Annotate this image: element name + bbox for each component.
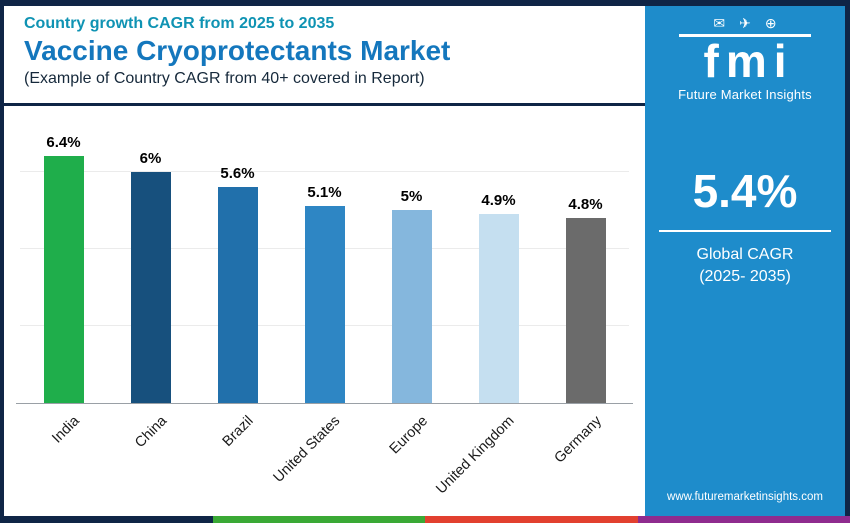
bar-value-label: 6%	[139, 149, 162, 167]
global-cagr-label-2: (2025- 2035)	[699, 267, 791, 285]
bar	[217, 187, 258, 403]
bar-column: 6% China	[107, 109, 194, 451]
page-title: Vaccine Cryoprotectants Market	[24, 35, 451, 66]
website-link[interactable]: www.futuremarketinsights.com	[667, 491, 823, 503]
global-cagr-label-1: Global CAGR	[696, 246, 794, 264]
stripe-segment	[425, 516, 638, 523]
bar	[391, 210, 432, 403]
header-subtitle: (Example of Country CAGR from 40+ covere…	[24, 69, 425, 87]
bar-value-label: 4.8%	[568, 195, 603, 213]
global-cagr-stat: 5.4% Global CAGR (2025- 2035)	[645, 164, 845, 287]
category-label: United Kingdom	[433, 413, 518, 498]
category-label: Brazil	[219, 413, 257, 450]
bar-column: 5.6% Brazil	[194, 109, 281, 450]
bar-value-label: 5%	[400, 188, 423, 206]
bar-column: 5% Europe	[368, 109, 455, 457]
stat-divider	[659, 230, 831, 233]
bar-column: 6.4% India	[20, 109, 107, 447]
bar	[304, 206, 345, 403]
global-cagr-value: 5.4%	[692, 165, 798, 218]
gridline	[20, 170, 629, 172]
plane-icon: ✈	[739, 15, 751, 31]
side-panel: ✉ ✈ ⊕ fmi Future Market Insights 5.4% Gl…	[645, 6, 845, 516]
logo-caption: Future Market Insights	[678, 87, 812, 103]
bar	[43, 156, 84, 403]
bar	[565, 217, 606, 403]
fmi-logo: ✉ ✈ ⊕ fmi Future Market Insights	[645, 16, 845, 102]
category-label: China	[131, 413, 170, 452]
bar-value-label: 6.4%	[46, 134, 81, 152]
category-label: Germany	[551, 413, 605, 467]
category-label: Europe	[386, 413, 431, 458]
stripe-segment	[212, 516, 425, 523]
main-area: Country growth CAGR from 2025 to 2035 Va…	[4, 6, 645, 516]
category-label: United States	[270, 413, 344, 486]
bar-column: 4.8% Germany	[542, 109, 629, 466]
bar-column: 4.9% United Kingdom	[434, 109, 542, 497]
bar-value-label: 4.9%	[481, 192, 516, 209]
bar-value-label: 5.6%	[220, 165, 255, 182]
globe-icon: ⊕	[764, 15, 777, 31]
bar	[478, 214, 519, 403]
logo-icons: ✉ ✈ ⊕	[645, 16, 845, 30]
logo-crossbar	[679, 34, 811, 37]
header-eyebrow: Country growth CAGR from 2025 to 2035	[24, 15, 335, 32]
bar	[130, 171, 171, 403]
logo-text: fmi	[703, 35, 794, 87]
bar-column: 5.1% United States	[271, 109, 368, 486]
category-label: India	[49, 413, 83, 447]
header: Country growth CAGR from 2025 to 2035 Va…	[4, 6, 645, 106]
bar-value-label: 5.1%	[307, 184, 342, 202]
message-icon: ✉	[713, 15, 726, 31]
stripe-segment	[0, 516, 213, 523]
footer-stripe	[0, 516, 850, 523]
stripe-segment	[637, 516, 850, 523]
bar-chart: 6.4% India 6% China 5.6% Brazil 5.1% United Sta…	[4, 109, 645, 516]
x-axis-line	[16, 403, 633, 404]
bars-container: 6.4% India 6% China 5.6% Brazil 5.1% United Sta…	[20, 109, 629, 497]
